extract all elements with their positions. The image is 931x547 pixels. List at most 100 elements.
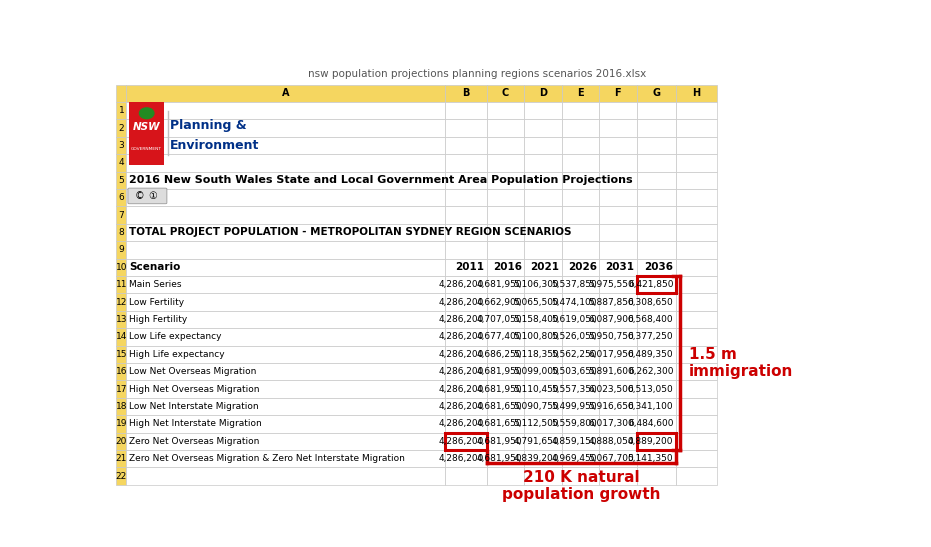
Bar — [445, 293, 487, 311]
Text: 5,503,650: 5,503,650 — [551, 367, 597, 376]
Bar — [561, 172, 599, 189]
Bar — [676, 206, 717, 224]
Text: 4,286,200: 4,286,200 — [439, 315, 484, 324]
Text: ①: ① — [148, 191, 157, 201]
Bar — [524, 172, 561, 189]
Bar — [127, 276, 445, 293]
Text: 6,308,650: 6,308,650 — [627, 298, 673, 306]
Text: 4,286,200: 4,286,200 — [439, 350, 484, 359]
Bar — [524, 398, 561, 415]
Bar — [561, 415, 599, 433]
Text: 6,484,600: 6,484,600 — [627, 420, 673, 428]
Bar — [599, 119, 637, 137]
Bar — [637, 293, 676, 311]
Bar — [524, 328, 561, 346]
Bar — [487, 433, 524, 450]
Bar — [599, 398, 637, 415]
Text: 4,286,200: 4,286,200 — [439, 420, 484, 428]
Text: 5,112,500: 5,112,500 — [514, 420, 560, 428]
Bar — [487, 450, 524, 467]
Bar — [637, 85, 676, 102]
Bar — [116, 259, 127, 276]
Bar — [487, 102, 524, 119]
Bar — [487, 467, 524, 485]
Bar — [561, 259, 599, 276]
Text: High Life expectancy: High Life expectancy — [129, 350, 225, 359]
Text: 5,559,800: 5,559,800 — [551, 420, 597, 428]
Text: 5,887,850: 5,887,850 — [588, 298, 634, 306]
Bar — [445, 363, 487, 380]
Bar — [445, 433, 487, 450]
Text: 8: 8 — [118, 228, 125, 237]
Text: 6,568,400: 6,568,400 — [627, 315, 673, 324]
Bar — [445, 398, 487, 415]
Text: Low Net Overseas Migration: Low Net Overseas Migration — [129, 367, 257, 376]
Bar — [676, 119, 717, 137]
Bar — [561, 380, 599, 398]
Bar — [445, 137, 487, 154]
Text: 2011: 2011 — [455, 262, 484, 272]
Bar — [599, 380, 637, 398]
Text: 4,677,400: 4,677,400 — [477, 333, 522, 341]
Text: 11: 11 — [115, 280, 128, 289]
Bar — [637, 398, 676, 415]
Text: 4,286,200: 4,286,200 — [439, 454, 484, 463]
Bar — [561, 467, 599, 485]
Bar — [487, 346, 524, 363]
Bar — [676, 276, 717, 293]
Bar — [524, 137, 561, 154]
Bar — [524, 450, 561, 467]
Bar — [676, 380, 717, 398]
Bar — [524, 154, 561, 172]
Text: 5,562,250: 5,562,250 — [551, 350, 597, 359]
Bar — [487, 259, 524, 276]
Bar — [524, 293, 561, 311]
Bar — [487, 85, 524, 102]
Bar — [487, 415, 524, 433]
Bar — [561, 450, 599, 467]
Bar — [676, 102, 717, 119]
Text: 6,421,850: 6,421,850 — [627, 280, 673, 289]
Bar — [445, 433, 487, 450]
Text: 4,839,200: 4,839,200 — [514, 454, 560, 463]
Text: 6,017,950: 6,017,950 — [588, 350, 634, 359]
Bar — [127, 380, 445, 398]
Text: 2021: 2021 — [531, 262, 560, 272]
Text: 15: 15 — [115, 350, 128, 359]
Text: 4,681,650: 4,681,650 — [477, 420, 522, 428]
Text: 5,067,700: 5,067,700 — [588, 454, 634, 463]
Bar — [127, 293, 445, 311]
Bar — [524, 85, 561, 102]
Bar — [561, 137, 599, 154]
Text: 4,791,650: 4,791,650 — [514, 437, 560, 446]
Bar — [487, 380, 524, 398]
Text: GOVERNMENT: GOVERNMENT — [131, 147, 162, 151]
Text: 5,916,650: 5,916,650 — [588, 402, 634, 411]
Text: 2031: 2031 — [605, 262, 634, 272]
Text: 17: 17 — [115, 385, 128, 393]
Text: 6,513,050: 6,513,050 — [627, 385, 673, 393]
Bar — [599, 85, 637, 102]
Text: 5,099,000: 5,099,000 — [514, 367, 560, 376]
Bar — [487, 363, 524, 380]
Text: C: C — [502, 88, 509, 98]
Bar — [637, 241, 676, 259]
Bar — [524, 346, 561, 363]
Text: 4,889,200: 4,889,200 — [627, 437, 673, 446]
Bar — [599, 154, 637, 172]
Bar — [116, 172, 127, 189]
Bar — [487, 172, 524, 189]
Bar — [599, 467, 637, 485]
Text: 4,286,200: 4,286,200 — [439, 333, 484, 341]
Bar — [561, 328, 599, 346]
Bar — [524, 206, 561, 224]
Text: Low Fertility: Low Fertility — [129, 298, 184, 306]
Bar — [561, 311, 599, 328]
Bar — [445, 380, 487, 398]
Bar — [637, 467, 676, 485]
Bar — [127, 154, 445, 172]
Bar — [487, 154, 524, 172]
Text: 210 K natural
population growth: 210 K natural population growth — [502, 470, 660, 502]
Bar — [116, 450, 127, 467]
Bar — [487, 189, 524, 206]
